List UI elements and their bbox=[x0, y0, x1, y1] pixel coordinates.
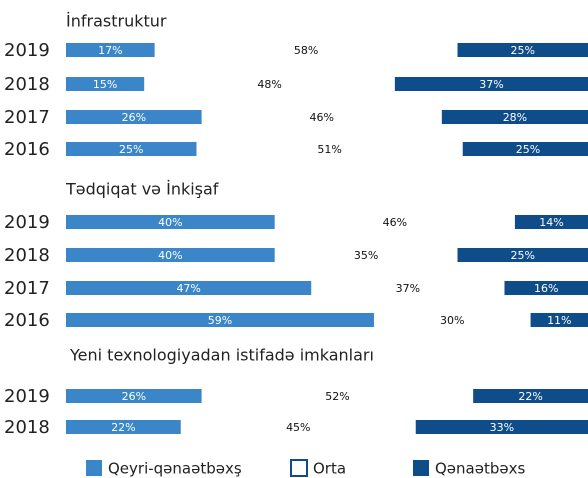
bar-segment bbox=[530, 313, 588, 327]
year-label: 2018 bbox=[4, 417, 50, 438]
bar-segment bbox=[274, 215, 515, 229]
value-label: 35% bbox=[354, 249, 378, 262]
legend-label: Qeyri-qənaətbəxş bbox=[108, 460, 242, 478]
value-label: 11% bbox=[547, 314, 571, 327]
bar-segment bbox=[196, 142, 463, 156]
bar-segment bbox=[504, 281, 588, 295]
panel-title: Yeni texnologiyadan istifadə imkanları bbox=[69, 346, 374, 365]
bar-segment bbox=[66, 142, 197, 156]
bar-segment bbox=[66, 389, 202, 403]
value-label: 30% bbox=[440, 314, 464, 327]
value-label: 17% bbox=[98, 44, 122, 57]
value-label: 59% bbox=[208, 314, 232, 327]
value-label: 51% bbox=[317, 143, 341, 156]
value-label: 37% bbox=[396, 282, 420, 295]
legend-swatch bbox=[290, 459, 308, 477]
value-label: 15% bbox=[93, 78, 117, 91]
bar-segment bbox=[514, 215, 588, 229]
value-label: 40% bbox=[158, 216, 182, 229]
value-label: 33% bbox=[490, 421, 514, 434]
year-label: 2017 bbox=[4, 278, 50, 299]
panel-title: İnfrastruktur bbox=[66, 12, 167, 31]
bar-segment bbox=[274, 248, 458, 262]
value-label: 14% bbox=[539, 216, 563, 229]
value-label: 46% bbox=[310, 111, 334, 124]
value-label: 58% bbox=[294, 44, 318, 57]
value-label: 16% bbox=[534, 282, 558, 295]
bar-segment bbox=[462, 142, 588, 156]
year-label: 2016 bbox=[4, 139, 50, 160]
bar-segment bbox=[311, 281, 505, 295]
bar-segment bbox=[66, 313, 374, 327]
bar-segment bbox=[66, 281, 312, 295]
bar-segment bbox=[415, 420, 588, 434]
bar-segment bbox=[373, 313, 531, 327]
value-label: 48% bbox=[257, 78, 281, 91]
value-label: 25% bbox=[516, 143, 540, 156]
year-label: 2018 bbox=[4, 245, 50, 266]
bar-segment bbox=[201, 389, 474, 403]
value-label: 52% bbox=[325, 390, 349, 403]
year-label: 2017 bbox=[4, 107, 50, 128]
bar-segment bbox=[66, 420, 181, 434]
bar-segment bbox=[66, 248, 275, 262]
bar-segment bbox=[457, 43, 588, 57]
value-label: 26% bbox=[122, 111, 146, 124]
value-label: 22% bbox=[518, 390, 542, 403]
value-label: 25% bbox=[511, 249, 535, 262]
year-label: 2019 bbox=[4, 212, 50, 233]
legend-swatch bbox=[86, 460, 102, 476]
value-label: 22% bbox=[111, 421, 135, 434]
value-label: 45% bbox=[286, 421, 310, 434]
value-label: 46% bbox=[383, 216, 407, 229]
legend-swatch bbox=[413, 460, 429, 476]
value-label: 37% bbox=[479, 78, 503, 91]
bar-segment bbox=[66, 110, 202, 124]
value-label: 26% bbox=[122, 390, 146, 403]
bar-segment bbox=[66, 215, 275, 229]
bar-segment bbox=[180, 420, 416, 434]
year-label: 2018 bbox=[4, 74, 50, 95]
value-label: 40% bbox=[158, 249, 182, 262]
year-label: 2016 bbox=[4, 310, 50, 331]
panel-title: Tədqiqat və İnkişaf bbox=[65, 180, 219, 199]
value-label: 28% bbox=[503, 111, 527, 124]
year-label: 2019 bbox=[4, 386, 50, 407]
bar-segment bbox=[66, 77, 145, 91]
bar-segment bbox=[441, 110, 588, 124]
bar-segment bbox=[154, 43, 458, 57]
bar-segment bbox=[144, 77, 395, 91]
legend-label: Qənaətbəxs bbox=[435, 460, 525, 478]
bar-segment bbox=[457, 248, 588, 262]
value-label: 25% bbox=[119, 143, 143, 156]
bar-segment bbox=[201, 110, 442, 124]
legend-label: Orta bbox=[313, 460, 346, 478]
value-label: 25% bbox=[511, 44, 535, 57]
bar-segment bbox=[394, 77, 588, 91]
value-label: 47% bbox=[176, 282, 200, 295]
bar-segment bbox=[473, 389, 588, 403]
year-label: 2019 bbox=[4, 40, 50, 61]
bar-segment bbox=[66, 43, 155, 57]
